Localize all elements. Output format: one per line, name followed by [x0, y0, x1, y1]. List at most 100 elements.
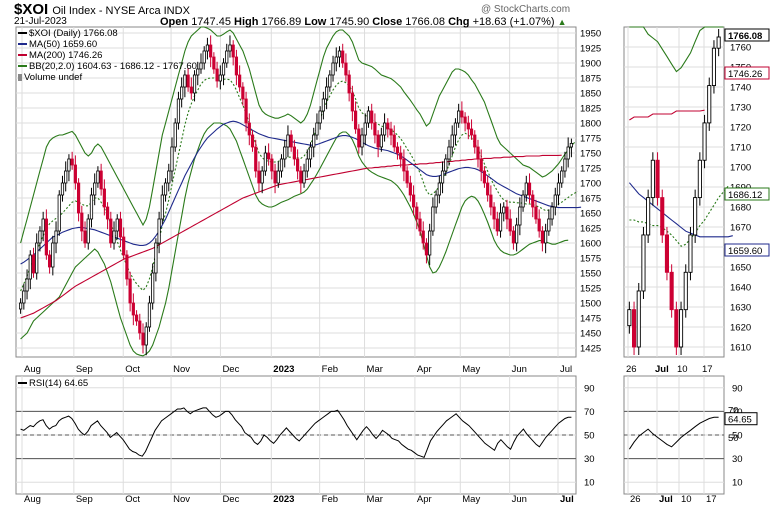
rsi-x-label-1: Sep — [76, 494, 93, 505]
main-y-tick-13: 1750 — [580, 149, 601, 160]
candle-body-165 — [550, 206, 554, 220]
main-x-label-3: Nov — [173, 364, 190, 375]
rsi-x-label-11: Jul — [560, 494, 574, 505]
symbol-title: $XOI Oil Index - NYSE Arca INDX — [14, 2, 190, 19]
zoom-price-tag-3: 1659.60 — [728, 246, 762, 257]
candle-body-162 — [540, 230, 545, 244]
main-y-tick-6: 1575 — [580, 254, 601, 265]
candle-body-96 — [328, 74, 332, 88]
candle-body-8 — [44, 218, 48, 256]
legend-price-swatch — [18, 32, 27, 35]
candle-body-160 — [534, 206, 538, 220]
chg-value: +18.63 (+1.07%) — [472, 16, 555, 28]
main-price-panel: 1425 1450 1475 1500 1525 1550 1575 1600 1625 1650… — [15, 26, 601, 375]
candle-body-51 — [183, 74, 187, 88]
zoom-candle-body-7 — [660, 197, 665, 236]
candle-body-1 — [22, 290, 26, 304]
candle-body-60 — [212, 56, 216, 70]
candle-body-62 — [218, 74, 222, 82]
zoom-x-label-3: 17 — [702, 364, 713, 375]
candle-body-130 — [437, 182, 441, 196]
candle-body-140 — [469, 128, 474, 136]
candle-body-23 — [93, 182, 97, 196]
ma200-line — [20, 154, 562, 319]
candle-body-113 — [382, 122, 387, 136]
symbol-name: Oil Index - NYSE Arca INDX — [52, 5, 190, 17]
candle-body-119 — [402, 158, 406, 172]
main-x-label-2: Oct — [125, 364, 140, 375]
rsi-zoom-x-label-3: 17 — [706, 494, 717, 505]
legend-ma50-swatch — [18, 43, 27, 46]
rsi-x-label-3: Nov — [173, 494, 190, 505]
close-value: 1766.08 — [405, 16, 446, 28]
candle-body-55 — [196, 68, 200, 76]
candle-body-48 — [173, 122, 177, 148]
candle-body-171 — [569, 142, 573, 148]
rsi-y-tick-4: 90 — [584, 383, 595, 394]
candle-body-19 — [80, 212, 84, 232]
main-x-label-0: Aug — [24, 364, 41, 375]
zoom-y-tick-6: 1670 — [730, 223, 751, 234]
rsi-x-label-0: Aug — [24, 494, 41, 505]
candle-body-147 — [492, 206, 496, 220]
candle-body-15 — [67, 158, 71, 172]
candle-body-32 — [122, 236, 126, 256]
candle-body-142 — [476, 146, 480, 160]
symbol: $XOI — [14, 1, 49, 18]
zoom-candle-body-15 — [697, 159, 702, 199]
main-x-label-10: Jun — [512, 364, 527, 375]
candle-body-128 — [431, 206, 435, 232]
main-y-tick-15: 1800 — [580, 119, 601, 130]
candle-body-157 — [524, 182, 528, 196]
candle-body-3 — [28, 254, 32, 280]
candle-body-5 — [35, 242, 39, 274]
candle-body-91 — [312, 134, 316, 148]
candle-body-132 — [444, 158, 448, 172]
zoom-y-tick-0: 1610 — [730, 343, 751, 354]
candle-body-35 — [131, 302, 135, 316]
candle-body-95 — [324, 86, 329, 100]
zoom-x-label-2: 10 — [677, 364, 688, 375]
zoom-candle-body-17 — [707, 85, 712, 124]
main-x-label-11: Jul — [560, 364, 572, 375]
candle-body-58 — [205, 44, 210, 52]
candle-body-101 — [344, 62, 348, 76]
bb-lower-line — [20, 122, 569, 357]
rsi-zoom-x-label-0: 26 — [630, 494, 641, 505]
candle-body-146 — [489, 194, 493, 208]
candle-body-83 — [286, 134, 290, 148]
candle-body-120 — [405, 170, 409, 184]
candle-body-166 — [553, 194, 557, 208]
main-y-tick-16: 1825 — [580, 104, 601, 115]
low-value: 1745.90 — [329, 16, 370, 28]
candle-body-9 — [47, 254, 52, 268]
candle-body-143 — [479, 158, 483, 172]
high-value: 1766.89 — [261, 16, 302, 28]
candle-body-89 — [305, 158, 309, 172]
candle-body-50 — [180, 86, 184, 100]
candle-body-21 — [86, 218, 90, 244]
candle-body-45 — [163, 182, 168, 196]
rsi-zoom-x-label-1: Jul — [659, 494, 673, 505]
rsi-x-label-4: Dec — [222, 494, 239, 505]
rsi-x-label-6: Feb — [322, 494, 338, 505]
candle-body-16 — [70, 158, 74, 166]
candle-body-145 — [486, 182, 490, 196]
candle-body-155 — [518, 206, 522, 226]
open-value: 1747.45 — [191, 16, 231, 28]
candle-body-100 — [341, 50, 345, 64]
candle-body-53 — [189, 86, 193, 94]
candle-body-0 — [19, 302, 23, 310]
candle-body-7 — [41, 218, 45, 232]
rsi-zoom-tag-0: 70 — [728, 405, 739, 416]
legend-bb-text: BB(20,2.0) 1604.63 - 1686.12 - 1767.60 — [29, 61, 197, 72]
main-x-label-9: May — [462, 364, 480, 375]
candle-body-111 — [376, 134, 380, 148]
chg-up-icon: ▲ — [557, 17, 567, 27]
legend-volume-swatch — [18, 73, 22, 81]
zoom-candle-body-8 — [664, 234, 669, 273]
candle-body-13 — [60, 182, 65, 196]
candle-body-159 — [531, 194, 535, 208]
main-y-tick-9: 1650 — [580, 209, 601, 220]
candle-body-18 — [76, 182, 81, 214]
